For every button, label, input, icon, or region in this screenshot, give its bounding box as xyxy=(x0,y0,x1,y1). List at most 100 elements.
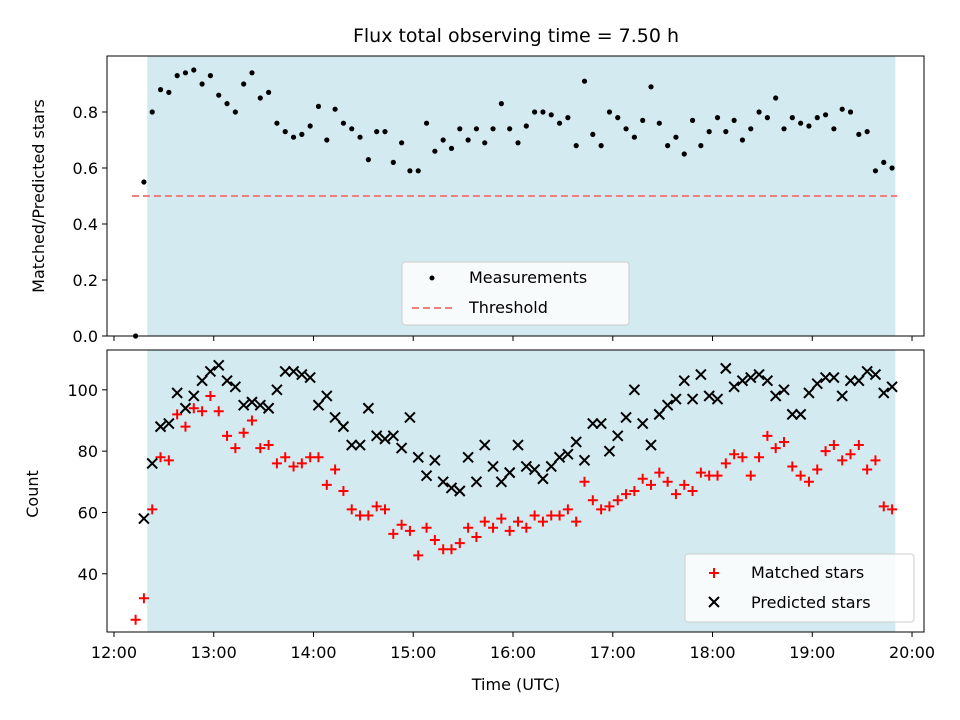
predicted-star-point xyxy=(395,442,408,454)
matched-star-point xyxy=(554,510,565,521)
measurement-point xyxy=(864,129,870,135)
predicted-star-point xyxy=(753,368,765,381)
predicted-star-point xyxy=(587,417,599,430)
x-tick-label: 14:00 xyxy=(290,643,336,662)
predicted-star-point xyxy=(229,381,242,393)
predicted-star-point xyxy=(661,399,674,411)
matched-star-point xyxy=(321,479,332,490)
predicted-star-point xyxy=(686,393,699,405)
matched-star-point xyxy=(172,409,183,420)
measurement-point xyxy=(199,81,205,87)
matched-star-point xyxy=(870,455,881,466)
matched-star-point xyxy=(421,522,432,533)
matched-star-point xyxy=(163,455,174,466)
predicted-star-point xyxy=(271,384,283,396)
measurement-point xyxy=(881,159,887,165)
predicted-star-point xyxy=(188,390,200,402)
predicted-star-point xyxy=(329,411,341,424)
matched-star-point xyxy=(729,449,740,460)
matched-star-point xyxy=(147,504,158,515)
measurement-point xyxy=(540,109,546,115)
measurement-point xyxy=(689,117,696,123)
matched-star-point xyxy=(471,531,482,542)
matched-star-point xyxy=(363,510,374,521)
predicted-star-point xyxy=(437,476,449,488)
predicted-star-point xyxy=(828,371,840,384)
predicted-star-point xyxy=(404,411,416,424)
top-y-tick-label: 0.6 xyxy=(73,159,98,178)
predicted-star-point xyxy=(869,368,882,381)
measurement-point xyxy=(207,73,214,79)
measurement-point xyxy=(216,92,222,98)
matched-star-point xyxy=(878,501,889,512)
matched-star-point xyxy=(679,479,690,490)
top-panel: 0.0 0.2 0.4 0.6 0.8 Flux total observing tim… xyxy=(29,25,925,346)
legend-matched-marker xyxy=(709,568,719,578)
measurement-point xyxy=(789,115,795,121)
matched-star-point xyxy=(837,455,848,466)
measurement-point xyxy=(839,106,845,112)
predicted-star-point xyxy=(570,436,582,448)
matched-star-point xyxy=(770,443,781,454)
predicted-star-point xyxy=(412,451,424,463)
x-tick-label: 16:00 xyxy=(490,643,536,662)
matched-star-point xyxy=(795,470,806,481)
legend-measurements-marker xyxy=(429,275,435,281)
matched-star-point xyxy=(454,538,465,549)
legend-predicted-label: Predicted stars xyxy=(751,593,871,612)
predicted-star-point xyxy=(562,448,574,460)
predicted-star-point xyxy=(495,476,508,488)
matched-star-point xyxy=(222,430,233,441)
predicted-star-point xyxy=(628,384,641,396)
matched-star-point xyxy=(479,516,490,527)
top-y-axis-label: Matched/Predicted stars xyxy=(29,99,48,293)
measurement-point xyxy=(182,70,189,76)
measurement-point xyxy=(249,70,255,76)
matched-star-point xyxy=(263,440,274,451)
measurement-point xyxy=(773,95,779,101)
predicted-star-point xyxy=(736,374,749,387)
matched-star-point xyxy=(205,390,216,401)
measurement-point xyxy=(299,131,305,137)
measurement-point xyxy=(141,179,147,185)
matched-star-point xyxy=(338,486,349,496)
matched-star-point xyxy=(654,467,665,478)
predicted-star-point xyxy=(196,374,208,387)
predicted-star-point xyxy=(778,384,790,396)
matched-star-point xyxy=(662,476,673,487)
measurement-point xyxy=(423,120,430,126)
chart-title: Flux total observing time = 7.50 h xyxy=(353,25,679,47)
top-y-tick-label: 0.2 xyxy=(73,271,98,290)
predicted-star-point xyxy=(553,451,566,463)
matched-star-point xyxy=(296,458,307,469)
predicted-star-point xyxy=(819,371,832,384)
predicted-star-point xyxy=(844,374,857,387)
matched-star-point xyxy=(537,516,548,527)
predicted-star-point xyxy=(670,393,682,405)
predicted-star-point xyxy=(695,368,707,381)
measurement-point xyxy=(224,101,230,107)
x-tick-label: 12:00 xyxy=(91,643,137,662)
predicted-star-point xyxy=(321,390,333,402)
matched-star-point xyxy=(388,528,399,539)
measurement-point xyxy=(532,109,538,115)
measurement-point xyxy=(681,151,687,157)
matched-star-point xyxy=(280,452,291,463)
measurement-point xyxy=(149,109,155,115)
predicted-star-point xyxy=(512,439,524,451)
measurement-point xyxy=(673,134,679,140)
matched-star-point xyxy=(404,525,415,536)
predicted-star-point xyxy=(462,451,474,463)
measurement-point xyxy=(556,120,563,126)
measurement-point xyxy=(157,87,164,93)
x-tick-label: 20:00 xyxy=(889,643,935,662)
measurement-point xyxy=(598,143,604,149)
matched-star-point xyxy=(637,473,648,484)
measurement-point xyxy=(648,84,654,90)
matched-star-point xyxy=(853,440,864,451)
predicted-star-point xyxy=(387,430,400,442)
matched-star-point xyxy=(488,522,499,533)
measurement-point xyxy=(640,117,646,123)
matched-star-point xyxy=(712,470,723,481)
x-tick-label: 15:00 xyxy=(390,643,436,662)
